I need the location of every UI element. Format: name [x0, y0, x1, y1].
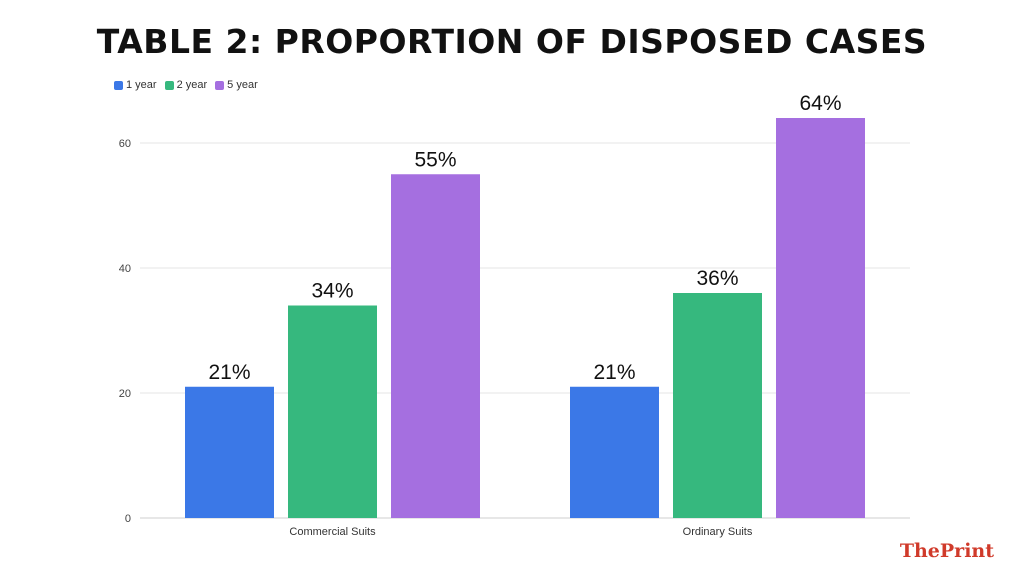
bar-commercial-suits-5-year[interactable]	[391, 174, 480, 518]
legend-swatch-1-year	[114, 80, 123, 90]
data-label-ordinary-suits-5-year: 64%	[799, 92, 841, 115]
legend-label-5-year: 5 year	[227, 79, 258, 91]
data-label-commercial-suits-5-year: 55%	[414, 148, 456, 171]
bar-layer	[185, 118, 865, 518]
x-category-label-commercial-suits: Commercial Suits	[289, 526, 376, 538]
brand-the: The	[899, 540, 940, 562]
y-tick-label-20: 20	[119, 388, 131, 400]
chart-title: TABLE 2: PROPORTION OF DISPOSED CASES	[96, 22, 928, 61]
legend-item-5-year[interactable]: 5 year	[215, 79, 258, 91]
label-layer: 0 20 40 60 21% 34% 55% Commercial Suits 21% 36% 64…	[119, 92, 842, 538]
legend-label-2-year: 2 year	[176, 79, 208, 91]
y-tick-label-60: 60	[119, 138, 131, 150]
legend-swatch-2-year	[164, 80, 174, 90]
legend-item-2-year[interactable]: 2 year	[164, 79, 208, 91]
data-label-commercial-suits-1-year: 21%	[208, 361, 250, 384]
data-label-ordinary-suits-1-year: 21%	[593, 361, 635, 384]
bar-ordinary-suits-2-year[interactable]	[673, 293, 762, 518]
x-category-label-ordinary-suits: Ordinary Suits	[683, 526, 753, 538]
theprint-logo: ThePrint	[900, 540, 994, 562]
bar-ordinary-suits-5-year[interactable]	[776, 118, 865, 518]
y-tick-label-0: 0	[125, 513, 131, 525]
data-label-ordinary-suits-2-year: 36%	[696, 267, 738, 290]
bar-commercial-suits-2-year[interactable]	[288, 305, 377, 519]
legend-label-1-year: 1 year	[126, 79, 157, 91]
legend-item-1-year[interactable]: 1 year	[114, 79, 157, 91]
legend-swatch-5-year	[215, 80, 225, 90]
brand-print: Print	[939, 540, 994, 562]
data-label-commercial-suits-2-year: 34%	[311, 280, 353, 303]
y-tick-label-40: 40	[119, 263, 131, 275]
legend: 1 year 2 year 5 year	[114, 79, 258, 91]
bar-ordinary-suits-1-year[interactable]	[570, 386, 659, 518]
bar-commercial-suits-1-year[interactable]	[185, 386, 274, 518]
